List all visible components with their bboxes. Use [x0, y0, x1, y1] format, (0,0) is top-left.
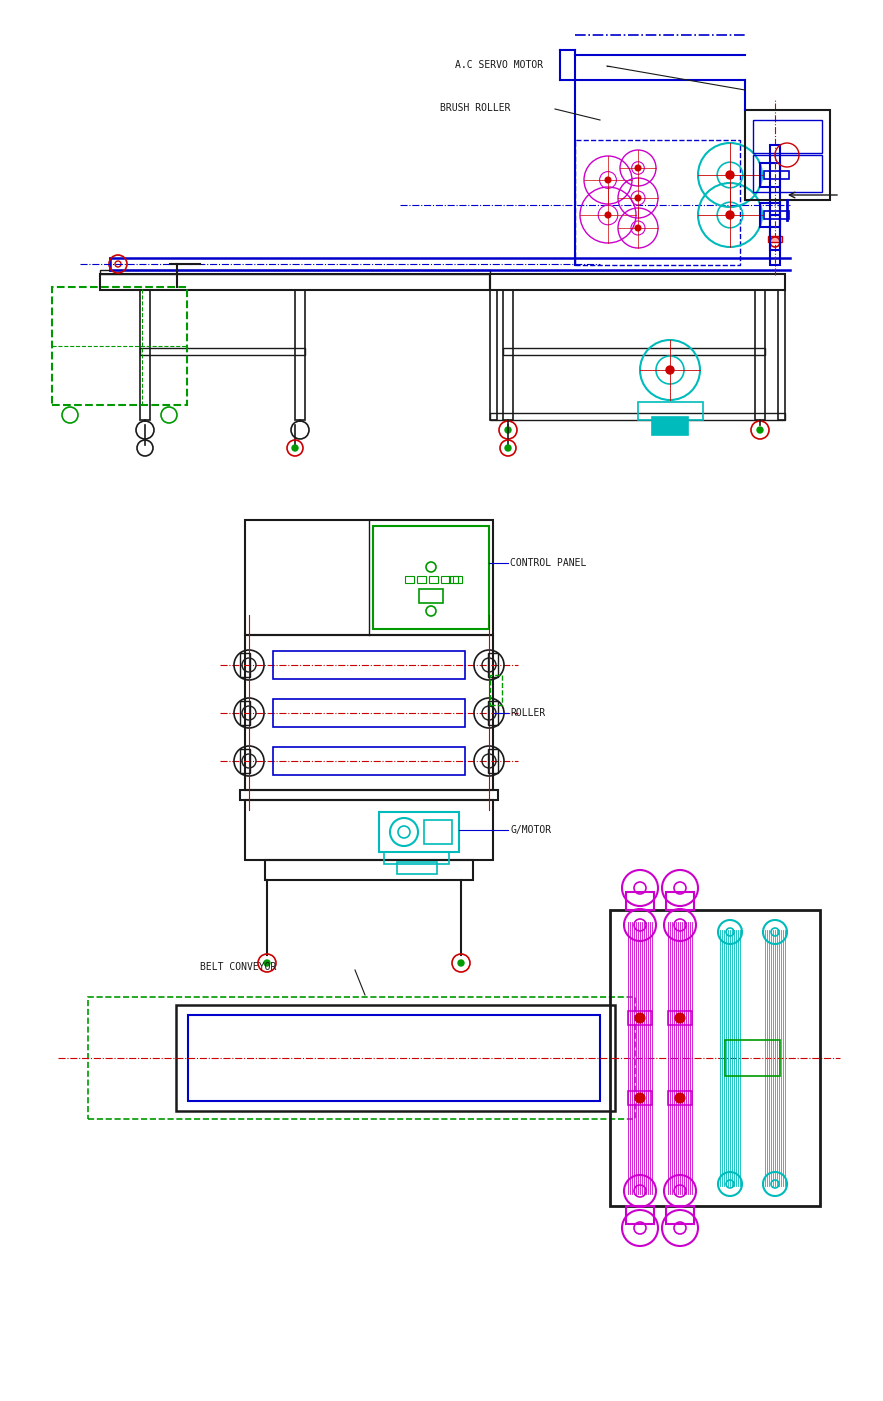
Bar — [240, 790, 498, 800]
Circle shape — [757, 427, 763, 433]
Circle shape — [726, 171, 734, 179]
Bar — [760, 163, 780, 186]
Circle shape — [458, 960, 464, 967]
Bar — [503, 347, 765, 354]
Circle shape — [635, 1013, 645, 1023]
Bar — [379, 813, 459, 852]
Bar — [488, 750, 498, 773]
Bar — [626, 892, 654, 911]
Bar — [453, 576, 462, 583]
Circle shape — [292, 446, 298, 451]
Bar — [424, 820, 452, 843]
Bar — [652, 417, 688, 434]
Bar — [753, 120, 822, 153]
Circle shape — [635, 226, 641, 231]
Bar — [245, 520, 493, 635]
Bar — [628, 1091, 652, 1105]
Bar — [725, 1040, 780, 1076]
Bar — [488, 700, 498, 724]
Bar — [245, 800, 493, 860]
Bar — [760, 203, 780, 227]
Bar — [100, 270, 490, 275]
Bar — [638, 402, 703, 420]
Bar — [488, 653, 498, 677]
Bar — [240, 700, 250, 724]
Bar — [666, 892, 694, 911]
Circle shape — [505, 446, 511, 451]
Bar — [100, 275, 490, 290]
Circle shape — [666, 366, 674, 374]
Bar — [764, 171, 789, 179]
Bar — [575, 140, 740, 265]
Bar — [245, 635, 493, 790]
Circle shape — [264, 960, 270, 967]
Circle shape — [635, 1093, 645, 1103]
Bar — [490, 413, 785, 420]
Circle shape — [726, 212, 734, 219]
Circle shape — [675, 1013, 685, 1023]
Bar — [265, 860, 473, 880]
Bar — [295, 290, 305, 420]
Bar — [610, 911, 820, 1206]
Bar — [490, 675, 502, 705]
Bar — [449, 576, 458, 583]
Bar — [397, 862, 437, 874]
Bar — [490, 290, 497, 420]
Bar — [490, 275, 785, 290]
Text: A.C SERVO MOTOR: A.C SERVO MOTOR — [455, 60, 543, 70]
Bar — [745, 111, 830, 200]
Bar — [140, 347, 305, 354]
Bar — [405, 576, 414, 583]
Bar — [240, 653, 250, 677]
Bar — [140, 290, 150, 420]
Bar — [429, 576, 438, 583]
Bar — [273, 699, 465, 727]
Text: BELT CONVEYOR: BELT CONVEYOR — [200, 962, 276, 972]
Bar — [273, 747, 465, 775]
Bar — [753, 156, 822, 192]
Text: G/MOTOR: G/MOTOR — [510, 825, 551, 835]
Circle shape — [605, 177, 611, 184]
Bar — [176, 1005, 615, 1111]
Text: ROLLER: ROLLER — [510, 708, 545, 717]
Bar — [764, 212, 789, 219]
Text: CONTROL PANEL: CONTROL PANEL — [510, 558, 586, 567]
Bar — [188, 1014, 600, 1101]
Bar — [668, 1091, 692, 1105]
Bar — [384, 852, 449, 864]
Text: BRUSH ROLLER: BRUSH ROLLER — [440, 104, 510, 113]
Bar — [373, 525, 489, 629]
Circle shape — [635, 195, 641, 200]
Bar — [628, 1012, 652, 1026]
Bar — [768, 235, 782, 242]
Bar — [503, 290, 513, 420]
Bar — [666, 1206, 694, 1224]
Circle shape — [675, 1093, 685, 1103]
Bar — [273, 651, 465, 679]
Bar — [441, 576, 450, 583]
Bar — [52, 287, 187, 405]
Bar — [668, 1012, 692, 1026]
Circle shape — [505, 427, 511, 433]
Circle shape — [605, 212, 611, 219]
Bar — [626, 1206, 654, 1224]
Bar — [770, 214, 780, 249]
Bar — [417, 576, 426, 583]
Bar — [419, 588, 443, 602]
Bar — [770, 144, 780, 265]
Bar — [88, 998, 635, 1119]
Circle shape — [635, 165, 641, 171]
Bar — [778, 290, 785, 420]
Bar — [240, 750, 250, 773]
Bar — [755, 290, 765, 420]
